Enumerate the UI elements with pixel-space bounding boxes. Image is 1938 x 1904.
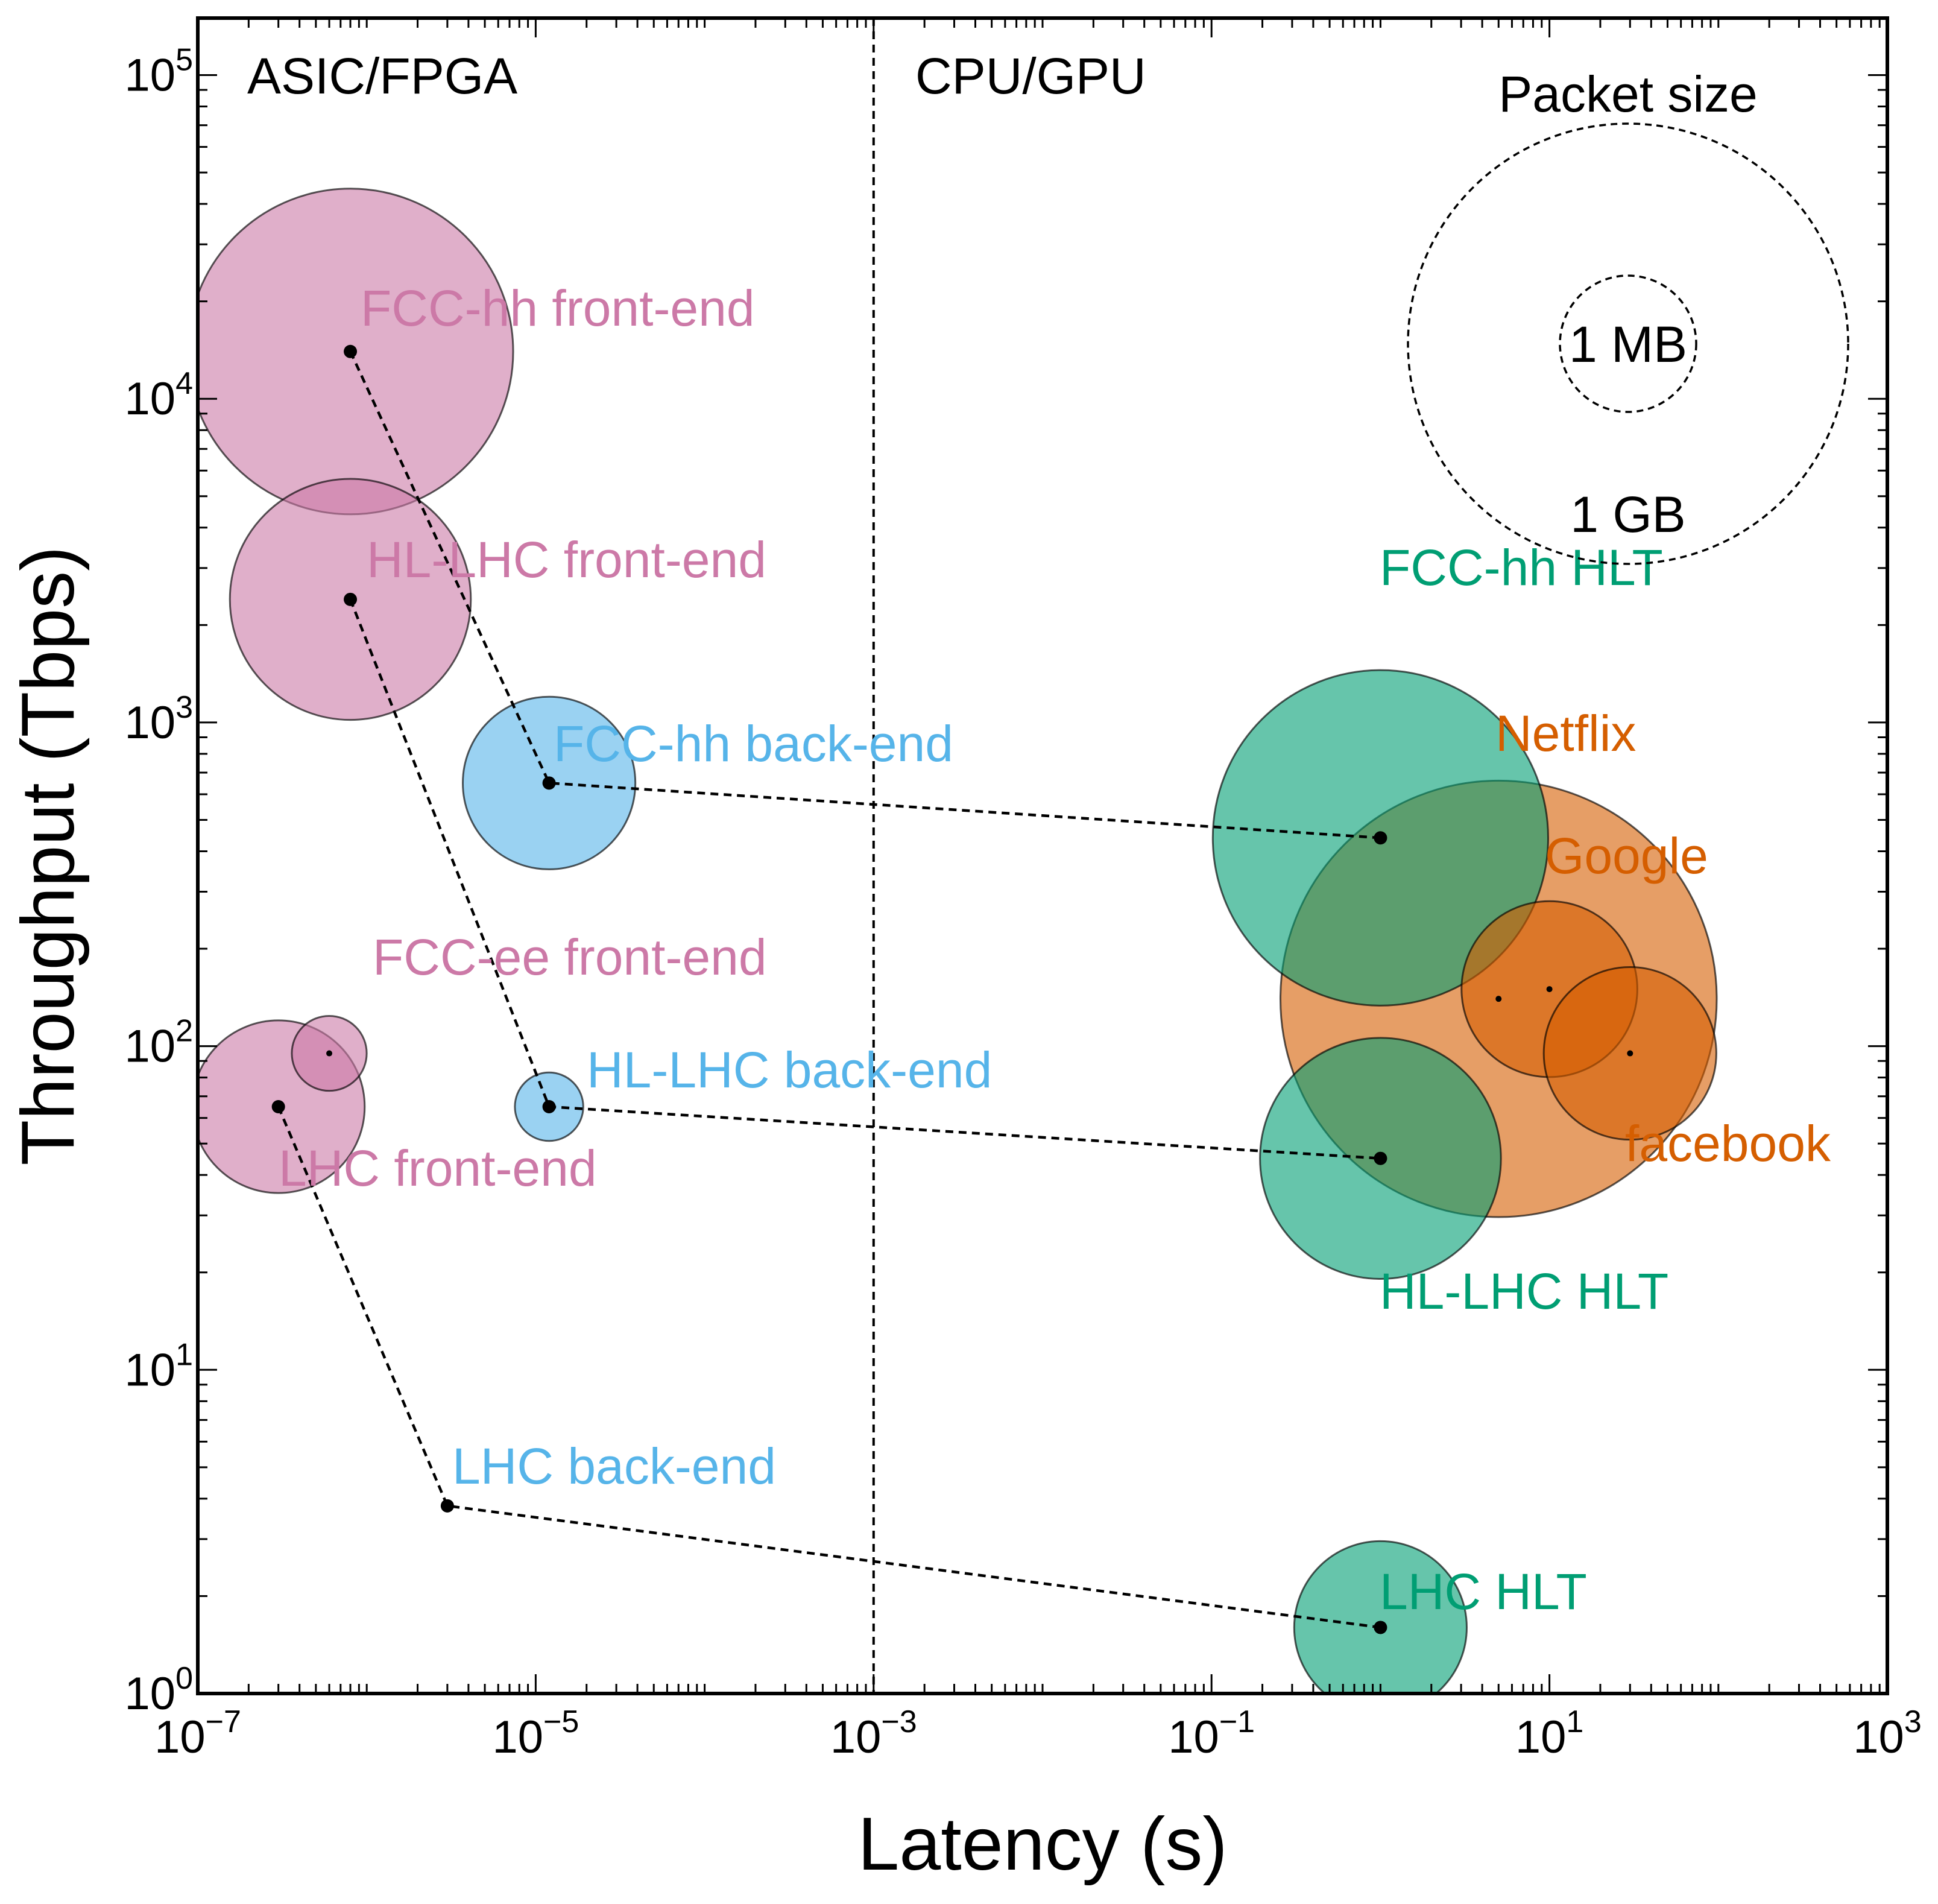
- center-dot-google: [1546, 986, 1553, 993]
- x-tick-label: 101: [1515, 1704, 1583, 1763]
- size-legend-circle-small: [1559, 274, 1697, 413]
- y-tick-label: 101: [125, 1337, 193, 1396]
- center-dot-lhc-hlt: [1374, 1621, 1387, 1634]
- size-legend-label-large: 1 GB: [1570, 486, 1685, 543]
- region-label-cpu-gpu: CPU/GPU: [915, 48, 1146, 104]
- center-dot-fcc-hh-hlt: [1374, 831, 1387, 845]
- center-dots-layer: [271, 344, 1633, 1634]
- bubble-lhc-hlt: [1293, 1540, 1468, 1694]
- point-label-google: Google: [1545, 827, 1708, 884]
- point-label-fcc-hh-hlt: FCC-hh HLT: [1380, 539, 1663, 596]
- point-label-fcc-hh-front-end: FCC-hh front-end: [361, 280, 755, 337]
- y-tick-label: 104: [125, 366, 193, 425]
- point-label-lhc-back-end: LHC back-end: [452, 1438, 776, 1494]
- center-dot-hl-lhc-hlt: [1374, 1151, 1387, 1165]
- x-tick-label: 10−1: [1168, 1704, 1255, 1763]
- center-dot-lhc-front-end: [271, 1100, 285, 1114]
- center-dot-fcc-hh-front-end: [344, 344, 358, 358]
- y-tick-label: 105: [125, 43, 193, 101]
- center-dot-hl-lhc-back-end: [542, 1100, 556, 1114]
- x-axis-title: Latency (s): [857, 1803, 1227, 1886]
- point-label-fcc-hh-back-end: FCC-hh back-end: [554, 715, 953, 772]
- center-dot-fcc-hh-back-end: [542, 776, 556, 790]
- axes-layer: 10−7 10−5 10−3 10−1 101 103 100 101 102 103 104 105…: [7, 16, 1922, 1886]
- x-tick-label: 10−3: [830, 1704, 917, 1763]
- point-label-hl-lhc-back-end: HL-LHC back-end: [587, 1042, 992, 1098]
- point-labels-layer: FCC-hh front-end HL-LHC front-end FCC-ee f…: [279, 280, 1831, 1620]
- y-axis-title: Throughput (Tbps): [7, 546, 90, 1166]
- y-tick-label: 102: [125, 1014, 193, 1072]
- annotations-layer: ASIC/FPGA CPU/GPU Packet size 1 MB 1 GB: [247, 48, 1849, 565]
- point-label-hl-lhc-hlt: HL-LHC HLT: [1380, 1263, 1668, 1320]
- center-dot-hl-lhc-front-end: [344, 592, 358, 606]
- point-label-hl-lhc-front-end: HL-LHC front-end: [367, 531, 766, 588]
- region-label-asic-fpga: ASIC/FPGA: [247, 48, 517, 104]
- point-label-netflix: Netflix: [1495, 705, 1636, 762]
- size-legend-label-small: 1 MB: [1569, 316, 1687, 373]
- point-label-lhc-front-end: LHC front-end: [279, 1140, 597, 1197]
- center-dot-facebook: [1627, 1050, 1633, 1057]
- point-label-fcc-ee-front-end: FCC-ee front-end: [373, 929, 767, 985]
- y-tick-label: 100: [125, 1661, 193, 1719]
- x-tick-label: 103: [1853, 1704, 1921, 1763]
- point-label-lhc-hlt: LHC HLT: [1380, 1563, 1587, 1620]
- center-dot-netflix: [1495, 996, 1502, 1002]
- point-label-facebook: facebook: [1625, 1115, 1831, 1172]
- size-legend-title: Packet size: [1498, 66, 1758, 122]
- center-dot-lhc-back-end: [440, 1499, 454, 1513]
- x-tick-label: 10−7: [154, 1704, 241, 1763]
- y-tick-label: 103: [125, 690, 193, 748]
- center-dot-fcc-ee-front-end: [326, 1050, 333, 1057]
- x-tick-label: 10−5: [492, 1704, 579, 1763]
- size-legend-circle-large: [1407, 122, 1849, 565]
